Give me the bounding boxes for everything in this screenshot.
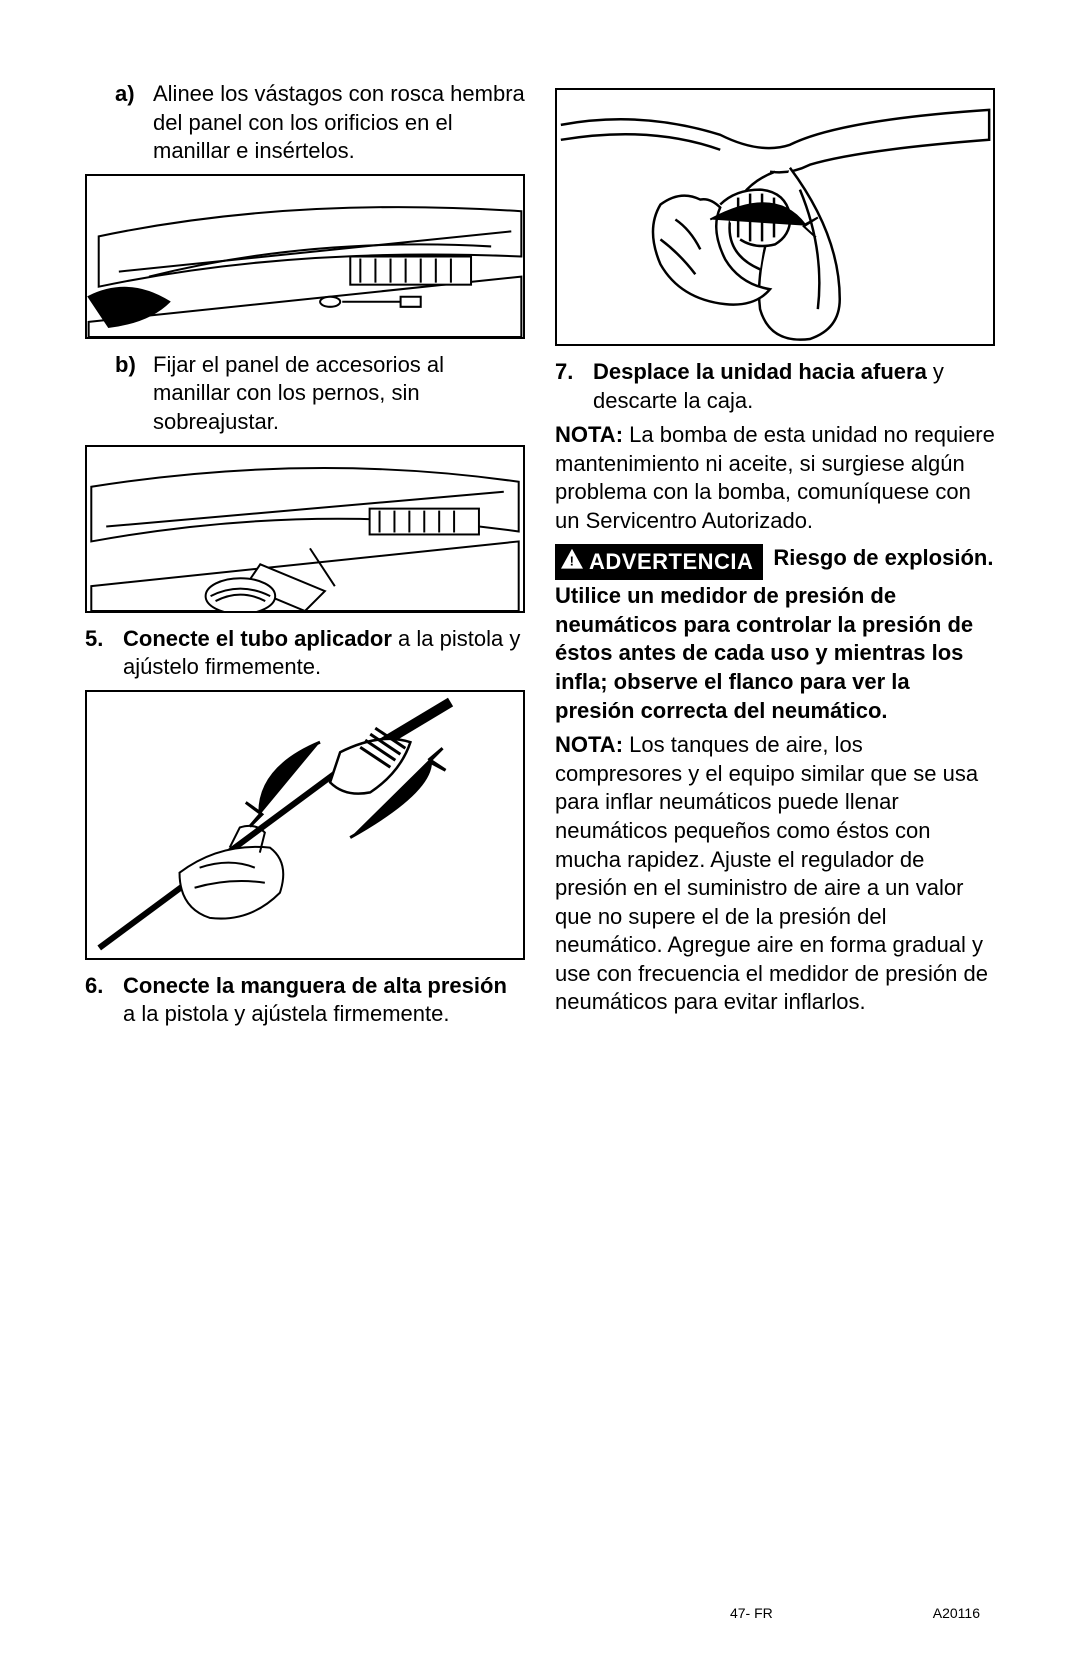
warning-label-text: ADVERTENCIA [589, 548, 753, 577]
text-a: Alinee los vástagos con rosca hembra del… [153, 80, 525, 166]
text-5: Conecte el tubo aplicador a la pistola y… [123, 625, 525, 682]
item-7: 7. Desplace la unidad hacia afuera y des… [555, 358, 995, 415]
illustration-wand [85, 690, 525, 960]
marker-5: 5. [85, 625, 109, 682]
text-7: Desplace la unidad hacia afuera y descar… [593, 358, 995, 415]
illustration-panel-align [85, 174, 525, 339]
illustration-hose-gun [555, 88, 995, 346]
page-footer: 47- FR A20116 [0, 1605, 1080, 1621]
marker-6: 6. [85, 972, 109, 1029]
illustration-panel-bolts [85, 445, 525, 613]
item-5: 5. Conecte el tubo aplicador a la pistol… [85, 625, 525, 682]
warning-side-text: Riesgo de explosión. [773, 544, 993, 573]
footer-page-ref: 47- FR [730, 1605, 773, 1621]
subitem-b: b) Fijar el panel de accesorios al manil… [85, 351, 525, 437]
text-6: Conecte la manguera de alta presión a la… [123, 972, 525, 1029]
subitem-a: a) Alinee los vástagos con rosca hembra … [85, 80, 525, 166]
footer-doc-ref: A20116 [933, 1605, 980, 1621]
page-content: a) Alinee los vástagos con rosca hembra … [0, 0, 1080, 1075]
warning-label-box: ! ADVERTENCIA [555, 544, 763, 581]
marker-a: a) [115, 80, 139, 166]
nota-2: NOTA: Los tanques de aire, los compresor… [555, 731, 995, 1017]
marker-7: 7. [555, 358, 579, 415]
warning-triangle-icon: ! [561, 548, 583, 577]
text-b: Fijar el panel de accesorios al manillar… [153, 351, 525, 437]
marker-b: b) [115, 351, 139, 437]
right-column: 7. Desplace la unidad hacia afuera y des… [555, 80, 995, 1035]
nota-1: NOTA: La bomba de esta unidad no requier… [555, 421, 995, 535]
svg-text:!: ! [570, 553, 575, 568]
left-column: a) Alinee los vástagos con rosca hembra … [85, 80, 525, 1035]
item-6: 6. Conecte la manguera de alta presión a… [85, 972, 525, 1029]
warning-body: Utilice un medidor de presión de neumáti… [555, 582, 995, 725]
warning-row: ! ADVERTENCIA Riesgo de explosión. [555, 544, 995, 581]
